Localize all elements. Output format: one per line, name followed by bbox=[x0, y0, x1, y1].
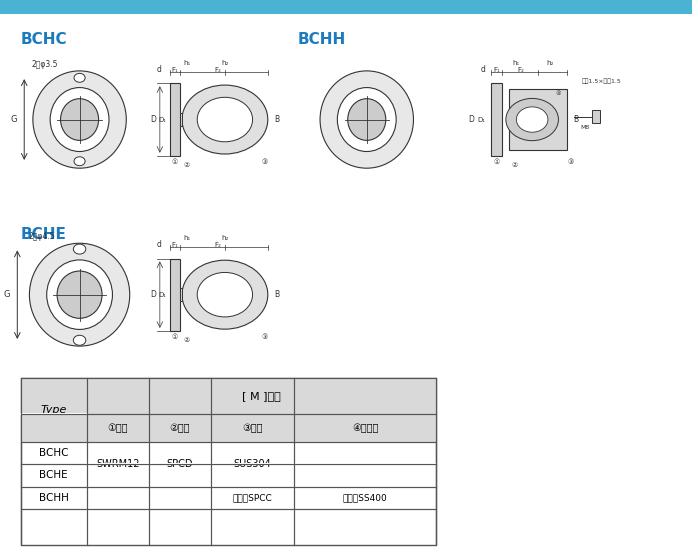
Text: ①: ① bbox=[172, 159, 178, 165]
Circle shape bbox=[73, 244, 86, 254]
FancyBboxPatch shape bbox=[170, 83, 180, 156]
Text: BCHE: BCHE bbox=[39, 470, 68, 480]
Text: 相当于SPCC: 相当于SPCC bbox=[233, 493, 273, 502]
Text: ④: ④ bbox=[556, 91, 561, 96]
Text: h₂: h₂ bbox=[221, 60, 228, 66]
Text: 2－φ3.5: 2－φ3.5 bbox=[32, 59, 58, 69]
FancyBboxPatch shape bbox=[180, 113, 182, 126]
Text: BCHE: BCHE bbox=[21, 227, 66, 242]
Text: ④螺紋部: ④螺紋部 bbox=[352, 423, 379, 433]
Ellipse shape bbox=[320, 71, 414, 168]
Text: d: d bbox=[480, 65, 486, 75]
Ellipse shape bbox=[347, 99, 385, 141]
Text: 2－φ4.5: 2－φ4.5 bbox=[28, 232, 55, 241]
Text: D: D bbox=[468, 115, 474, 124]
Circle shape bbox=[197, 97, 253, 142]
Text: SWRM12: SWRM12 bbox=[96, 459, 139, 469]
Text: BCHH: BCHH bbox=[298, 32, 346, 47]
Text: ③: ③ bbox=[261, 159, 268, 165]
Circle shape bbox=[74, 157, 85, 166]
Text: ②: ② bbox=[183, 162, 190, 168]
Circle shape bbox=[182, 260, 268, 329]
Text: B: B bbox=[573, 115, 578, 124]
Text: h₁: h₁ bbox=[183, 235, 190, 241]
Circle shape bbox=[197, 272, 253, 317]
Text: ②罩蓋: ②罩蓋 bbox=[170, 423, 190, 433]
Text: ①主球: ①主球 bbox=[107, 423, 128, 433]
Text: G: G bbox=[3, 290, 10, 299]
FancyBboxPatch shape bbox=[21, 378, 436, 414]
Text: ③: ③ bbox=[567, 159, 574, 165]
FancyBboxPatch shape bbox=[180, 288, 182, 301]
Circle shape bbox=[182, 85, 268, 154]
Text: F₂: F₂ bbox=[215, 67, 221, 73]
Text: F₂: F₂ bbox=[215, 242, 221, 249]
Text: D: D bbox=[150, 115, 156, 124]
Text: ①: ① bbox=[493, 159, 500, 165]
Text: 相当于SS400: 相当于SS400 bbox=[343, 493, 388, 502]
Text: ②: ② bbox=[511, 162, 518, 168]
Text: h₂: h₂ bbox=[221, 235, 228, 241]
Text: d: d bbox=[156, 240, 162, 250]
Text: SUS304: SUS304 bbox=[234, 459, 271, 469]
FancyBboxPatch shape bbox=[592, 110, 600, 123]
Text: [ M ]材質: [ M ]材質 bbox=[242, 391, 280, 401]
Ellipse shape bbox=[61, 99, 98, 141]
Text: D₁: D₁ bbox=[158, 292, 166, 297]
Text: F₂: F₂ bbox=[517, 67, 524, 73]
Text: F₁: F₁ bbox=[172, 242, 178, 249]
FancyBboxPatch shape bbox=[21, 378, 436, 545]
FancyBboxPatch shape bbox=[170, 259, 180, 331]
Text: 寬度1.5×深度1.5: 寬度1.5×深度1.5 bbox=[582, 79, 622, 85]
Text: h₁: h₁ bbox=[183, 60, 190, 66]
Text: SPCD: SPCD bbox=[167, 459, 193, 469]
Ellipse shape bbox=[29, 244, 130, 346]
Text: F₁: F₁ bbox=[172, 67, 178, 73]
Text: G: G bbox=[10, 115, 17, 124]
Text: D₁: D₁ bbox=[477, 117, 486, 122]
Ellipse shape bbox=[33, 71, 126, 168]
FancyBboxPatch shape bbox=[491, 83, 502, 156]
Text: B: B bbox=[275, 290, 280, 299]
Text: D: D bbox=[150, 290, 156, 299]
Text: ②: ② bbox=[183, 337, 190, 343]
Circle shape bbox=[73, 335, 86, 345]
Text: ③: ③ bbox=[261, 334, 268, 340]
Text: Type: Type bbox=[40, 405, 67, 415]
FancyBboxPatch shape bbox=[509, 89, 567, 150]
Text: B: B bbox=[275, 115, 280, 124]
FancyBboxPatch shape bbox=[21, 414, 436, 442]
Text: h₂: h₂ bbox=[546, 60, 554, 66]
Text: BCHH: BCHH bbox=[39, 493, 69, 503]
Text: h₁: h₁ bbox=[512, 60, 519, 66]
Ellipse shape bbox=[337, 88, 396, 152]
Text: D₁: D₁ bbox=[158, 117, 166, 122]
Text: M8: M8 bbox=[580, 125, 590, 130]
Circle shape bbox=[506, 98, 558, 141]
Circle shape bbox=[516, 107, 548, 132]
Text: F₁: F₁ bbox=[493, 67, 500, 73]
Text: d: d bbox=[156, 65, 162, 75]
Text: BCHC: BCHC bbox=[39, 448, 69, 458]
Ellipse shape bbox=[57, 271, 102, 318]
Text: BCHC: BCHC bbox=[21, 32, 67, 47]
Ellipse shape bbox=[47, 260, 112, 329]
FancyBboxPatch shape bbox=[0, 0, 692, 14]
Ellipse shape bbox=[50, 88, 109, 152]
Text: ③主体: ③主体 bbox=[242, 423, 263, 433]
Text: -: - bbox=[363, 459, 367, 469]
Text: ①: ① bbox=[172, 334, 178, 340]
Circle shape bbox=[74, 73, 85, 82]
